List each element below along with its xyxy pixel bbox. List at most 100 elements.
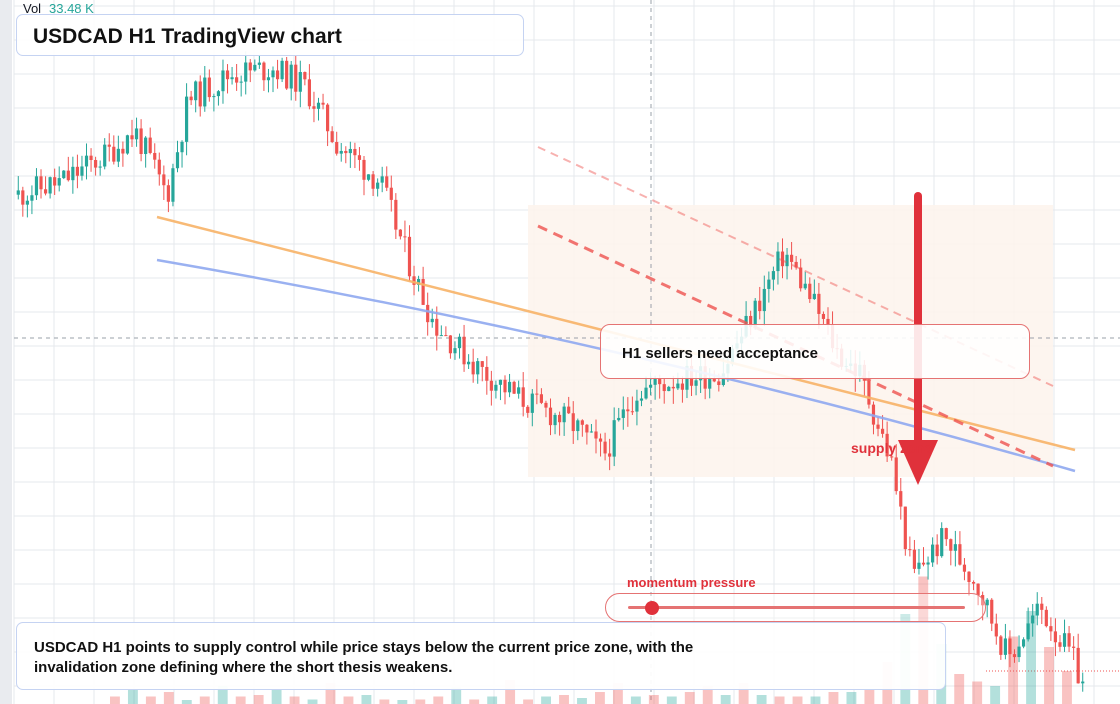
candle-body xyxy=(603,441,607,454)
volume-bar xyxy=(469,699,480,704)
candle-body xyxy=(144,137,148,155)
candle-body xyxy=(512,381,516,394)
candle-body xyxy=(694,380,698,386)
candle-body xyxy=(558,414,562,423)
volume-bar xyxy=(684,692,695,704)
candle-body xyxy=(498,379,503,385)
volume-bar xyxy=(954,674,965,704)
candle-body xyxy=(184,96,189,142)
candle-body xyxy=(876,424,880,429)
candle-body xyxy=(366,174,371,180)
candle-body xyxy=(967,571,971,582)
candle-body xyxy=(926,562,930,565)
candle-body xyxy=(225,70,230,80)
candle-body xyxy=(544,402,548,408)
callout-box: H1 sellers need acceptance xyxy=(600,324,1030,379)
candle-body xyxy=(1021,639,1026,647)
candle-body xyxy=(1076,647,1080,684)
candle-body xyxy=(753,300,757,327)
candle-body xyxy=(89,155,93,161)
candle-body xyxy=(571,413,575,432)
candle-body xyxy=(353,148,357,156)
candle-body xyxy=(476,361,480,375)
candle-body xyxy=(348,148,352,154)
volume-bar xyxy=(487,696,498,704)
candle-body xyxy=(958,544,962,565)
candle-body xyxy=(80,166,84,176)
candle-body xyxy=(644,387,648,399)
candle-body xyxy=(1031,615,1035,624)
candle-body xyxy=(826,318,830,325)
candle-body xyxy=(385,176,389,188)
candle-body xyxy=(585,424,589,433)
candle-body xyxy=(808,283,812,300)
candle-body xyxy=(203,77,207,107)
momentum-knob[interactable] xyxy=(644,601,659,615)
candle-body xyxy=(521,387,525,407)
momentum-slider[interactable] xyxy=(605,593,986,622)
candle-body xyxy=(444,335,448,337)
momentum-label: momentum pressure xyxy=(627,575,756,590)
volume-bar xyxy=(235,696,246,704)
candle-body xyxy=(212,96,216,98)
candle-body xyxy=(653,378,657,385)
volume-bar xyxy=(307,699,318,704)
candle-body xyxy=(189,96,193,101)
candle-body xyxy=(194,81,198,101)
candle-body xyxy=(990,599,994,624)
candle-body xyxy=(376,182,380,189)
candle-body xyxy=(371,174,375,189)
candle-body xyxy=(799,267,803,289)
candle-body xyxy=(153,152,157,160)
candle-body xyxy=(617,417,621,421)
candle-body xyxy=(671,386,675,389)
candle-body xyxy=(994,623,998,637)
candle-body xyxy=(1003,638,1007,655)
candle-body xyxy=(125,135,130,154)
candle-body xyxy=(66,170,70,181)
volume-label: Vol xyxy=(23,1,42,16)
volume-value: 33.48 K xyxy=(49,1,94,16)
volume-bar xyxy=(1044,647,1054,704)
summary-text: USDCAD H1 points to supply control while… xyxy=(34,639,694,676)
volume-bar xyxy=(361,695,372,704)
candle-body xyxy=(407,236,412,277)
candle-body xyxy=(312,106,316,109)
candle-body xyxy=(648,384,653,388)
candle-body xyxy=(21,190,25,205)
candle-body xyxy=(316,102,321,109)
candle-body xyxy=(639,398,644,401)
candle-body xyxy=(235,77,239,83)
candle-body xyxy=(1012,654,1017,658)
candle-body xyxy=(940,528,944,557)
volume-bar xyxy=(810,696,821,704)
candle-body xyxy=(53,177,57,186)
candle-body xyxy=(94,160,98,168)
volume-bar xyxy=(163,692,174,704)
candle-body xyxy=(148,137,152,153)
candle-body xyxy=(548,407,553,426)
volume-bar xyxy=(846,692,857,704)
candle-body xyxy=(166,185,170,202)
candle-body xyxy=(380,176,384,183)
candle-body xyxy=(1049,626,1053,632)
candle-body xyxy=(867,380,871,405)
candle-body xyxy=(821,313,826,319)
candle-body xyxy=(1062,633,1067,647)
volume-bar xyxy=(289,696,300,704)
volume-bar xyxy=(253,695,264,704)
candle-body xyxy=(626,409,630,412)
volume-bar xyxy=(828,692,839,704)
candle-body xyxy=(1072,646,1076,648)
candle-body xyxy=(758,300,762,312)
candle-body xyxy=(362,159,366,180)
candle-body xyxy=(803,283,807,289)
candle-body xyxy=(467,361,471,365)
left-toolbar-rail xyxy=(0,0,12,704)
candle-body xyxy=(885,433,889,457)
candle-body xyxy=(553,414,557,426)
candle-body xyxy=(999,636,1003,655)
candle-body xyxy=(16,190,20,195)
candle-body xyxy=(1026,623,1030,640)
candle-body xyxy=(912,549,917,569)
